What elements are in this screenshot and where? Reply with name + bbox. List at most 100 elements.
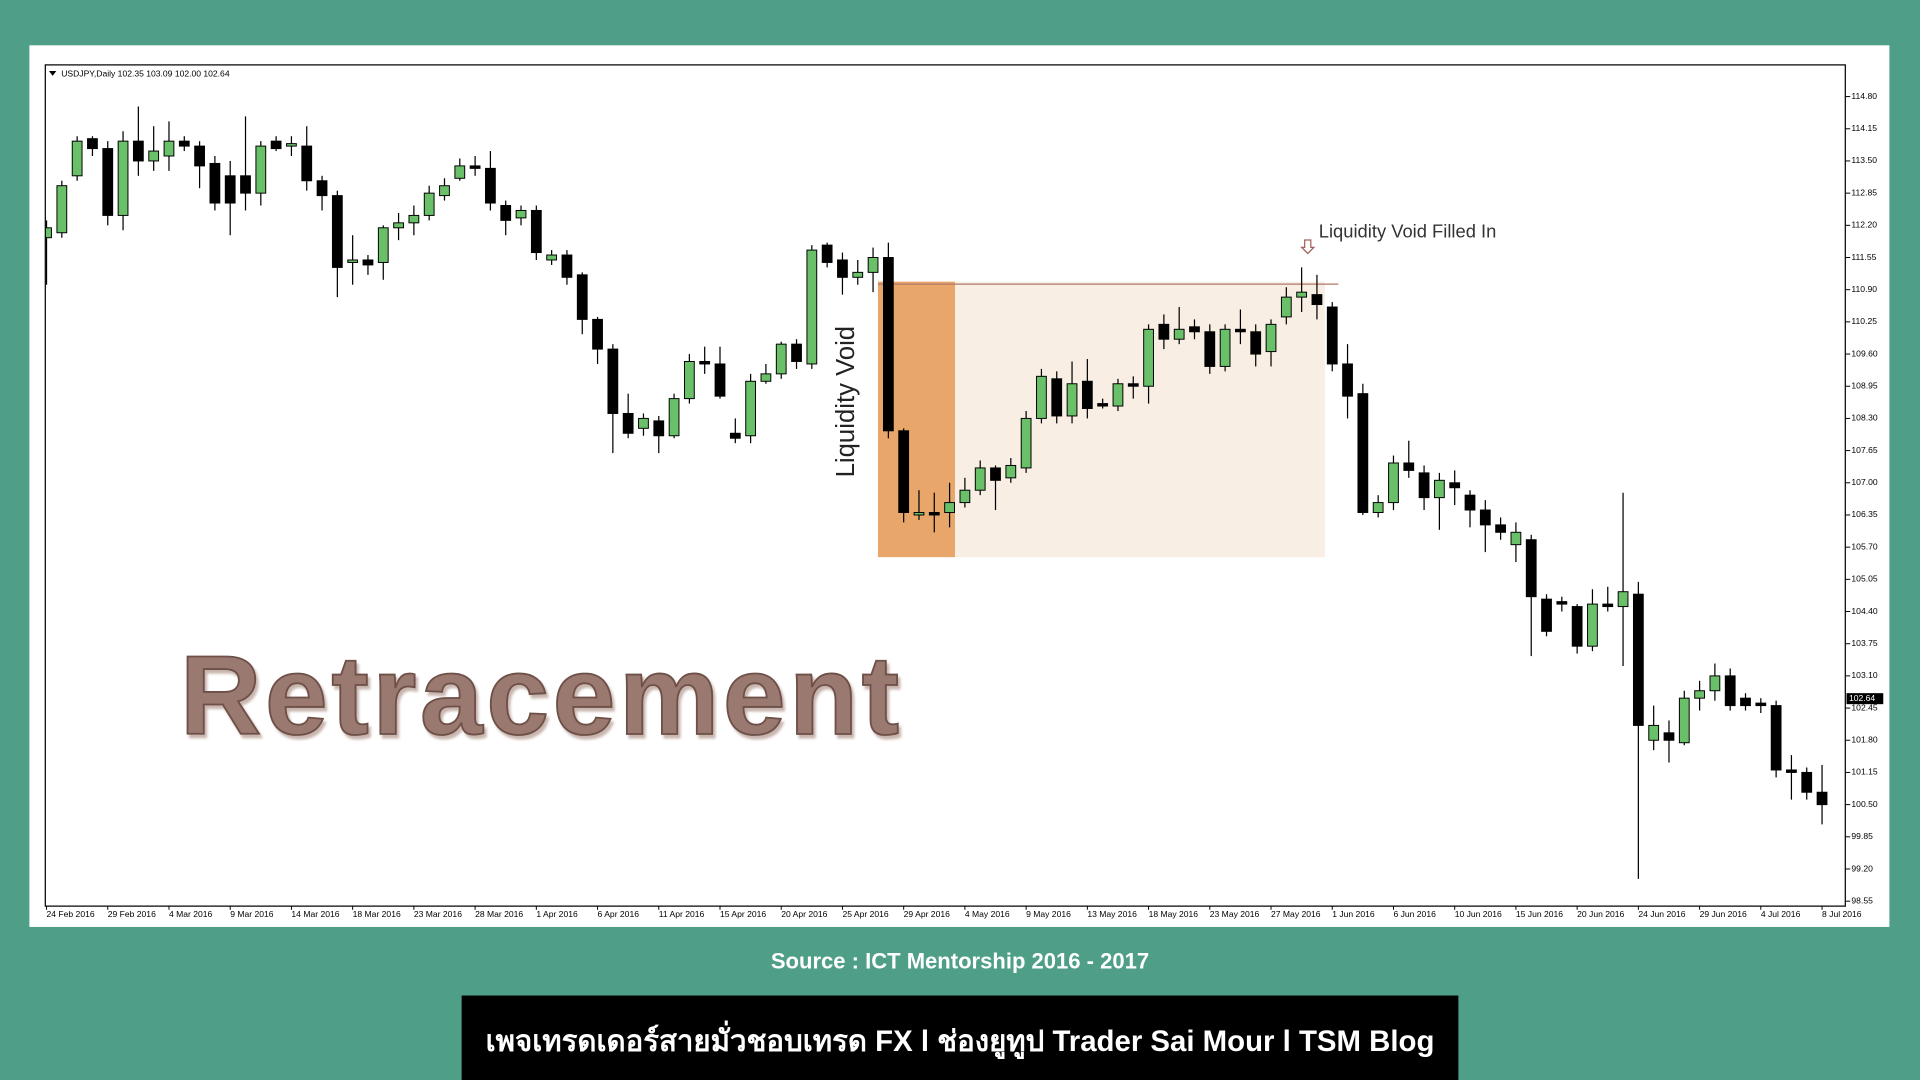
candle-body: [1495, 524, 1506, 533]
source-text: Source : ICT Mentorship 2016 - 2017: [771, 948, 1149, 973]
candle-body: [1357, 393, 1369, 513]
candle-body: [653, 420, 665, 437]
chart-title: USDJPY,Daily 102.35 103.09 102.00 102.64: [61, 68, 230, 78]
candle-body: [301, 145, 313, 182]
candle-body: [1051, 378, 1063, 417]
candle-body: [71, 140, 83, 177]
x-tick-label: 10 Jun 2016: [1455, 909, 1502, 919]
x-tick-label: 29 Apr 2016: [904, 909, 950, 919]
candle-body: [684, 360, 695, 400]
candle-body: [423, 192, 435, 216]
candle-body: [331, 195, 343, 268]
candle-body: [1770, 705, 1782, 771]
liquidity-void-label: Liquidity Void: [832, 326, 860, 477]
candle-body: [1250, 331, 1262, 355]
x-tick-label: 11 Apr 2016: [659, 909, 705, 919]
banner-text: เพจเทรดเดอร์สายมั่วชอบเทรด FX l ช่องยูทู…: [486, 1020, 1435, 1059]
candle-body: [668, 398, 680, 437]
candle-body: [1280, 296, 1292, 318]
candle-body: [240, 175, 251, 194]
candle-body: [775, 343, 787, 375]
candle-body: [974, 467, 986, 491]
candle-body: [316, 180, 328, 197]
banner-bg: [461, 995, 1459, 1080]
x-tick-label: 20 Jun 2016: [1577, 909, 1624, 919]
x-tick-label: 25 Apr 2016: [842, 909, 888, 919]
x-tick-label: 4 Jul 2016: [1761, 909, 1801, 919]
candle-body: [852, 271, 864, 278]
x-tick-label: 6 Apr 2016: [598, 909, 640, 919]
x-tick-label: 18 May 2016: [1149, 909, 1199, 919]
y-tick-label: 104.40: [1851, 606, 1877, 616]
y-tick-label: 101.80: [1851, 735, 1877, 745]
y-tick-label: 109.60: [1851, 348, 1877, 358]
candle-body: [1632, 593, 1644, 726]
candle-body: [1143, 328, 1154, 387]
candle-body: [1372, 502, 1384, 513]
candle-body: [270, 140, 282, 150]
candle-body: [1740, 697, 1751, 707]
candle-body: [607, 348, 619, 414]
y-tick-label: 106.35: [1851, 509, 1877, 519]
candle-body: [1235, 328, 1246, 333]
candle-body: [1663, 732, 1675, 741]
candle-body: [1342, 363, 1353, 397]
x-tick-label: 15 Apr 2016: [720, 909, 766, 919]
candle-body: [1801, 771, 1813, 793]
candle-body: [178, 140, 190, 147]
candle-body: [1587, 603, 1598, 647]
x-tick-label: 24 Feb 2016: [47, 909, 95, 919]
y-tick-label: 98.55: [1851, 895, 1873, 905]
candle-body: [944, 502, 955, 513]
candles: [45, 106, 1828, 879]
candle-body: [1005, 464, 1017, 479]
candle-body: [209, 162, 221, 204]
candle-body: [408, 214, 420, 224]
candle-body: [622, 412, 634, 434]
candle-body: [1816, 791, 1828, 806]
x-tick-label: 29 Feb 2016: [108, 909, 156, 919]
candle-body: [362, 259, 374, 266]
y-tick-label: 107.65: [1851, 445, 1877, 455]
candle-body: [1571, 606, 1583, 647]
candle-body: [867, 257, 879, 273]
y-tick-label: 114.80: [1851, 91, 1877, 101]
x-tick-label: 6 Jun 2016: [1393, 909, 1436, 919]
x-tick-label: 13 May 2016: [1087, 909, 1137, 919]
x-tick-label: 1 Apr 2016: [536, 909, 578, 919]
candle-body: [1541, 598, 1552, 632]
candle-body: [56, 185, 68, 234]
candle-body: [1158, 323, 1170, 340]
y-tick-label: 107.00: [1851, 477, 1877, 487]
x-tick-label: 29 Jun 2016: [1700, 909, 1747, 919]
candle-body: [1112, 383, 1124, 407]
candle-body: [163, 140, 175, 157]
candle-body: [1036, 375, 1047, 419]
y-tick-label: 102.45: [1851, 702, 1877, 712]
candle-body: [1755, 702, 1767, 707]
y-tick-label: 105.05: [1851, 574, 1877, 584]
candle-body: [1388, 462, 1399, 504]
y-tick-label: 112.85: [1851, 187, 1877, 197]
candle-body: [1127, 383, 1139, 387]
candle-body: [928, 512, 940, 516]
candle-body: [1020, 417, 1032, 469]
candle-body: [592, 318, 603, 350]
candle-body: [454, 165, 466, 179]
x-tick-label: 4 May 2016: [965, 909, 1010, 919]
candle-body: [1556, 601, 1568, 605]
candle-body: [1449, 482, 1461, 489]
candle-body: [1724, 675, 1736, 707]
candle-body: [45, 227, 52, 239]
x-tick-label: 23 May 2016: [1210, 909, 1260, 919]
y-tick-label: 108.30: [1851, 413, 1877, 423]
candle-body: [1525, 539, 1537, 598]
price-tag-label: 102.64: [1849, 693, 1875, 703]
y-tick-label: 103.10: [1851, 670, 1877, 680]
down-arrow: [1300, 239, 1316, 255]
candle-body: [546, 254, 558, 261]
candle-body: [638, 417, 649, 429]
candle-body: [377, 227, 389, 263]
candle-body: [132, 140, 144, 162]
